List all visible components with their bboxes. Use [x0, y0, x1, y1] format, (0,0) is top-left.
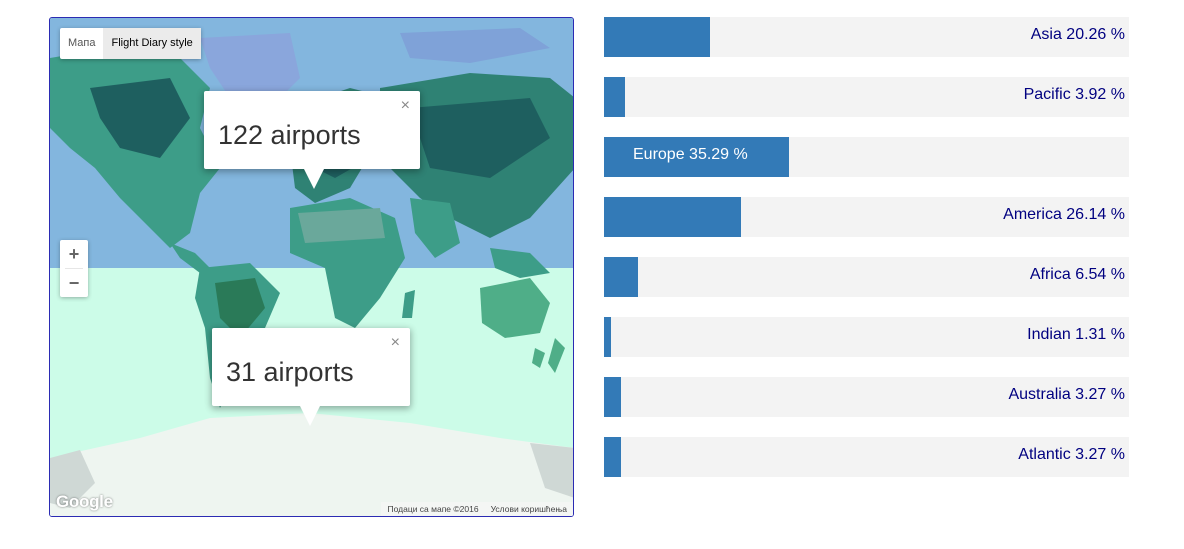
map-attribution: Подаци са мапе ©2016 Услови коришћења: [381, 502, 573, 516]
madagascar: [402, 290, 415, 318]
bar-label-australia: Australia 3.27 %: [1008, 386, 1125, 403]
central-america: [170, 243, 210, 273]
bar-row-atlantic: Atlantic 3.27 %: [604, 437, 1129, 477]
bar-fill-america: [604, 197, 741, 237]
infowindow-south-close-icon[interactable]: ×: [390, 334, 400, 351]
bar-label-indian: Indian 1.31 %: [1027, 326, 1125, 343]
bar-row-america: America 26.14 %: [604, 197, 1129, 237]
map-panel[interactable]: Мапа Flight Diary style + − 122 airports…: [49, 17, 574, 517]
infowindow-south: 31 airports ×: [212, 328, 410, 426]
southeast-asia: [490, 248, 550, 278]
infowindow-north-close-icon[interactable]: ×: [400, 97, 410, 114]
infowindow-north: 122 airports ×: [204, 91, 420, 189]
bar-fill-atlantic: [604, 437, 621, 477]
map-type-control: Мапа Flight Diary style: [60, 28, 201, 59]
zoom-in-button[interactable]: +: [68, 244, 80, 264]
google-logo[interactable]: Google: [56, 492, 113, 511]
antarctica-shade-right: [530, 443, 573, 498]
bar-label-america: America 26.14 %: [1003, 206, 1125, 223]
bar-label-pacific: Pacific 3.92 %: [1023, 86, 1125, 103]
bar-row-indian: Indian 1.31 %: [604, 317, 1129, 357]
bar-fill-indian: [604, 317, 611, 357]
bar-row-asia: Asia 20.26 %: [604, 17, 1129, 57]
bar-fill-europe: [604, 137, 789, 177]
bar-label-asia: Asia 20.26 %: [1030, 26, 1125, 43]
sahara: [298, 208, 385, 243]
bar-row-europe: Europe 35.29 %: [604, 137, 1129, 177]
map-type-style-button[interactable]: Flight Diary style: [103, 28, 201, 59]
zoom-out-button[interactable]: −: [68, 273, 80, 293]
infowindow-north-text: 122 airports: [218, 120, 361, 150]
terms-of-use-link[interactable]: Услови коришћења: [490, 504, 567, 514]
antarctica-shade-left: [50, 450, 95, 508]
bar-fill-asia: [604, 17, 710, 57]
bar-row-pacific: Pacific 3.92 %: [604, 77, 1129, 117]
antarctica: [50, 413, 573, 516]
infowindow-south-text: 31 airports: [226, 357, 354, 387]
bar-fill-africa: [604, 257, 638, 297]
bar-fill-australia: [604, 377, 621, 417]
india: [410, 198, 460, 258]
map-type-map-button[interactable]: Мапа: [68, 37, 96, 49]
bar-label-africa: Africa 6.54 %: [1029, 266, 1125, 283]
bar-row-africa: Africa 6.54 %: [604, 257, 1129, 297]
bar-label-europe: Europe 35.29 %: [633, 146, 748, 163]
bar-row-australia: Australia 3.27 %: [604, 377, 1129, 417]
australia: [480, 278, 550, 338]
tasmania: [532, 348, 545, 368]
asia-dark: [410, 98, 550, 178]
infowindow-south-tail: [300, 406, 320, 426]
map-data-credit[interactable]: Подаци са мапе ©2016: [387, 504, 479, 514]
north-america-dark: [90, 78, 190, 158]
new-zealand: [548, 338, 565, 373]
bar-label-atlantic: Atlantic 3.27 %: [1018, 446, 1125, 463]
zoom-control: + −: [60, 240, 88, 297]
bar-fill-pacific: [604, 77, 625, 117]
infowindow-north-tail: [304, 169, 324, 189]
arctic-islands: [400, 28, 550, 63]
south-america-dark: [215, 278, 265, 338]
zoom-separator: [65, 268, 83, 269]
